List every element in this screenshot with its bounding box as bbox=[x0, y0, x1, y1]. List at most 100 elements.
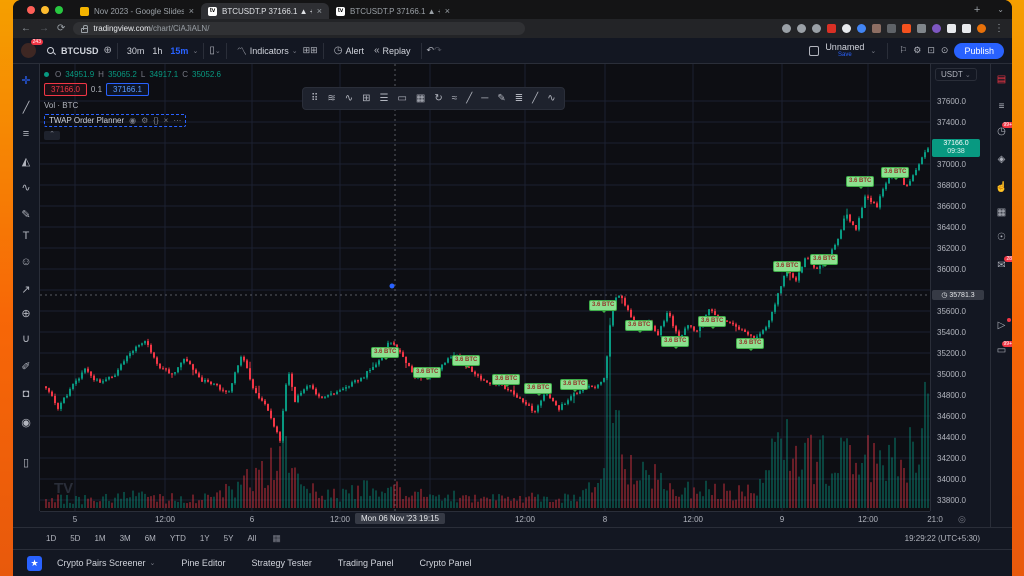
sell-button[interactable]: 37166.0 bbox=[44, 83, 87, 96]
puzzle-extensions-icon[interactable] bbox=[947, 24, 956, 33]
range-5d[interactable]: 5D bbox=[70, 534, 81, 543]
browser-tab[interactable]: tv BTCUSDT.P 37166.1 ▲ +4.2 × bbox=[329, 3, 457, 19]
lightbulb-icon[interactable]: ☉ bbox=[991, 232, 1012, 243]
publish-button[interactable]: Publish bbox=[954, 42, 1004, 59]
twap-levels-icon[interactable]: ≋ bbox=[327, 93, 336, 104]
layout-name-button[interactable]: Unnamed Save bbox=[825, 41, 865, 58]
panel-tab-crypto-panel[interactable]: Crypto Panel bbox=[420, 558, 472, 568]
replay-button[interactable]: « Replay bbox=[373, 45, 411, 56]
ext-gray[interactable] bbox=[887, 24, 896, 33]
range-1y[interactable]: 1Y bbox=[199, 534, 210, 543]
ideas-like-icon[interactable]: ☝ bbox=[991, 182, 1012, 193]
trend-line-icon[interactable]: ╱ bbox=[22, 102, 30, 114]
interval-15m[interactable]: 15m bbox=[170, 45, 189, 56]
panel-tab-pine-editor[interactable]: Pine Editor bbox=[181, 558, 225, 568]
ext-blue-circle[interactable] bbox=[857, 24, 866, 33]
twap-order-badge[interactable]: 3.6 BTC bbox=[661, 336, 690, 349]
range-3m[interactable]: 3M bbox=[119, 534, 131, 543]
range-all[interactable]: All bbox=[247, 534, 257, 543]
close-window-button[interactable] bbox=[27, 5, 35, 14]
twap-order-badge[interactable]: 3.6 BTC bbox=[736, 338, 765, 351]
squiggle-icon[interactable]: ≈ bbox=[451, 93, 458, 104]
indicators-button[interactable]: 〽 Indicators ⌄ bbox=[232, 40, 303, 62]
back-button[interactable]: ← bbox=[21, 23, 31, 34]
twap-order-badge[interactable]: 3.6 BTC bbox=[589, 300, 618, 313]
twap-order-badge[interactable]: 3.6 BTC bbox=[846, 176, 875, 189]
symbol-search-button[interactable]: BTCUSD bbox=[42, 40, 104, 62]
wave-icon[interactable]: ∿ bbox=[547, 93, 556, 104]
twap-order-badge[interactable]: 3.6 BTC bbox=[698, 316, 727, 329]
minimize-window-button[interactable] bbox=[41, 5, 49, 14]
browser-tab[interactable]: tv BTCUSDT.P 37166.1 ▲ +4.2 × bbox=[201, 3, 329, 19]
fullscreen-icon[interactable]: ⊡ bbox=[927, 45, 935, 55]
bookmark-star-icon[interactable] bbox=[812, 24, 821, 33]
align-lines-icon[interactable]: ☰ bbox=[379, 93, 389, 104]
chart-type-chevron-icon[interactable]: ⌄ bbox=[214, 47, 221, 55]
streams-icon[interactable]: ▷ bbox=[991, 318, 1012, 331]
range-1m[interactable]: 1M bbox=[94, 534, 106, 543]
layout-select-icon[interactable] bbox=[809, 45, 820, 56]
twap-order-badge[interactable]: 3.6 BTC bbox=[524, 383, 553, 396]
measure-icon[interactable]: ↗ bbox=[21, 284, 31, 296]
panel-tab-crypto-pairs-screener[interactable]: Crypto Pairs Screener ⌄ bbox=[57, 558, 155, 568]
drawing-sync-icon[interactable]: ✐ bbox=[21, 361, 31, 373]
twap-order-badge[interactable]: 3.6 BTC bbox=[881, 167, 910, 180]
ext-brown[interactable] bbox=[872, 24, 881, 33]
ray-icon[interactable]: ╱ bbox=[532, 93, 539, 104]
brush-icon[interactable]: ✎ bbox=[21, 209, 31, 221]
settings-gear-icon[interactable]: ⚙ bbox=[913, 45, 922, 55]
new-tab-button[interactable]: + bbox=[973, 3, 981, 16]
ext-red[interactable] bbox=[827, 24, 836, 33]
panel-tab-trading-panel[interactable]: Trading Panel bbox=[338, 558, 394, 568]
range-6m[interactable]: 6M bbox=[144, 534, 156, 543]
twap-order-badge[interactable]: 3.6 BTC bbox=[371, 347, 400, 360]
time-axis[interactable]: 5 12:00 6 12:00 12:00 8 12:00 9 12:00 21:0 Mon 06… bbox=[40, 511, 943, 527]
ext-lightgray[interactable] bbox=[917, 24, 926, 33]
rotate-icon[interactable]: ↻ bbox=[434, 93, 443, 104]
scroll-to-recent-icon[interactable]: ◎ bbox=[958, 514, 966, 524]
reload-button[interactable]: ⟳ bbox=[57, 23, 66, 34]
interval-1h[interactable]: 1h bbox=[152, 45, 163, 56]
magnet-icon[interactable]: ∪ bbox=[21, 333, 31, 345]
close-tab-icon[interactable]: × bbox=[316, 6, 322, 16]
calendar-icon[interactable]: ▦ bbox=[991, 207, 1012, 218]
undo-icon[interactable]: ↶ bbox=[426, 45, 435, 55]
remove-drawings-icon[interactable]: ▯ bbox=[22, 457, 30, 469]
panel-tab-strategy-tester[interactable]: Strategy Tester bbox=[251, 558, 311, 568]
chart-type-icon[interactable]: ▯ bbox=[209, 45, 215, 56]
go-to-date-icon[interactable]: ▦ bbox=[272, 533, 281, 543]
magnet-mode-icon[interactable]: ∿ bbox=[344, 93, 354, 104]
collapse-legend-button[interactable]: ⌃ bbox=[44, 131, 60, 140]
details-icon[interactable]: ≡ bbox=[991, 101, 1012, 112]
quick-alert-icon[interactable]: ⚐ bbox=[899, 45, 908, 55]
twap-order-badge[interactable]: 3.6 BTC bbox=[773, 261, 802, 274]
object-tree-icon[interactable]: ◈ bbox=[991, 154, 1012, 165]
ext-purple[interactable] bbox=[932, 24, 941, 33]
range-1d[interactable]: 1D bbox=[46, 534, 57, 543]
interval-chevron-icon[interactable]: ⌄ bbox=[192, 47, 199, 55]
close-icon[interactable]: × bbox=[163, 116, 169, 125]
drag-handle[interactable]: ⠿ bbox=[311, 93, 319, 104]
close-tab-icon[interactable]: × bbox=[188, 6, 194, 16]
maximize-window-button[interactable] bbox=[55, 5, 63, 14]
twap-order-badge[interactable]: 3.6 BTC bbox=[560, 379, 589, 392]
grid-icon[interactable]: ▦ bbox=[415, 93, 426, 104]
save-label[interactable]: Save bbox=[837, 51, 852, 58]
side-panel-icon[interactable] bbox=[962, 24, 971, 33]
zoom-in-icon[interactable]: ⊕ bbox=[21, 308, 31, 320]
tab-search-icon[interactable]: ⌄ bbox=[997, 5, 1004, 14]
snapshot-camera-icon[interactable]: ⊙ bbox=[940, 45, 949, 55]
share-icon[interactable] bbox=[797, 24, 806, 33]
compare-icon[interactable]: ⊕ bbox=[103, 45, 112, 56]
price-axis[interactable]: USDT ⌄ 37600.0 37400.0 37000.0 36800.0 36600… bbox=[930, 64, 990, 511]
twap-order-badge[interactable]: 3.6 BTC bbox=[413, 367, 442, 380]
layout-chevron-icon[interactable]: ⌄ bbox=[870, 47, 877, 55]
community-icon[interactable]: ▭ 99+ bbox=[991, 341, 1012, 356]
parallel-channel-icon[interactable]: ≣ bbox=[514, 93, 524, 104]
currency-selector[interactable]: USDT ⌄ bbox=[935, 68, 977, 81]
profile-avatar[interactable] bbox=[977, 24, 986, 33]
twap-order-badge[interactable]: 3.6 BTC bbox=[810, 254, 839, 267]
trend-line-icon[interactable]: ╱ bbox=[466, 93, 473, 104]
watchlist-icon[interactable]: ▤ bbox=[991, 74, 1012, 85]
key-icon[interactable] bbox=[782, 24, 791, 33]
